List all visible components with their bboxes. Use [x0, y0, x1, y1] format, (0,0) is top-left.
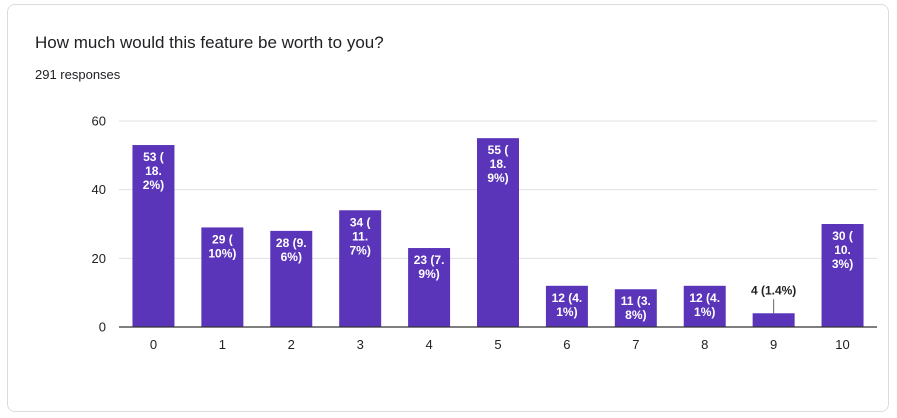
bar-10	[821, 224, 864, 327]
x-tick-label-3: 3	[357, 337, 364, 352]
data-label-5: 55 (18. 9%)	[487, 143, 508, 185]
x-tick-label-1: 1	[219, 337, 226, 352]
y-tick-label-0: 0	[99, 320, 106, 335]
x-tick-label-4: 4	[425, 337, 432, 352]
data-label-2: 28 (9. 6%)	[276, 236, 307, 264]
question-title: How much would this feature be worth to …	[35, 33, 384, 52]
response-count: 291 responses	[35, 67, 121, 82]
y-tick-label-40: 40	[92, 182, 106, 197]
bar-3	[339, 210, 382, 327]
data-label-6: 12 (4. 1%)	[552, 291, 583, 319]
x-tick-label-6: 6	[563, 337, 570, 352]
y-tick-label-60: 60	[92, 114, 106, 129]
x-tick-label-5: 5	[494, 337, 501, 352]
bar-4	[408, 248, 451, 327]
bar-9	[752, 313, 795, 327]
bar-5	[477, 138, 519, 327]
bar-6	[545, 285, 588, 327]
x-tick-label-0: 0	[150, 337, 157, 352]
data-label-1: 29 (10%)	[208, 232, 236, 260]
x-tick-label-7: 7	[632, 337, 639, 352]
x-tick-label-2: 2	[288, 337, 295, 352]
data-label-9: 4 (1.4%)	[751, 283, 796, 297]
x-tick-label-9: 9	[770, 337, 777, 352]
bar-1	[201, 227, 244, 327]
bar-0	[132, 145, 175, 327]
data-label-3: 34 (11. 7%)	[350, 215, 371, 257]
data-label-0: 53 (18. 2%)	[143, 150, 164, 192]
bar-2	[270, 230, 313, 327]
data-label-8: 12 (4. 1%)	[689, 291, 720, 319]
y-tick-label-20: 20	[92, 251, 106, 266]
x-tick-label-8: 8	[701, 337, 708, 352]
bar-8	[683, 285, 726, 327]
data-label-7: 11 (3. 8%)	[621, 294, 651, 322]
x-tick-label-10: 10	[835, 337, 849, 352]
data-label-10: 30 (10. 3%)	[832, 229, 853, 271]
data-label-4: 23 (7. 9%)	[414, 253, 445, 281]
bar-7	[614, 289, 657, 327]
